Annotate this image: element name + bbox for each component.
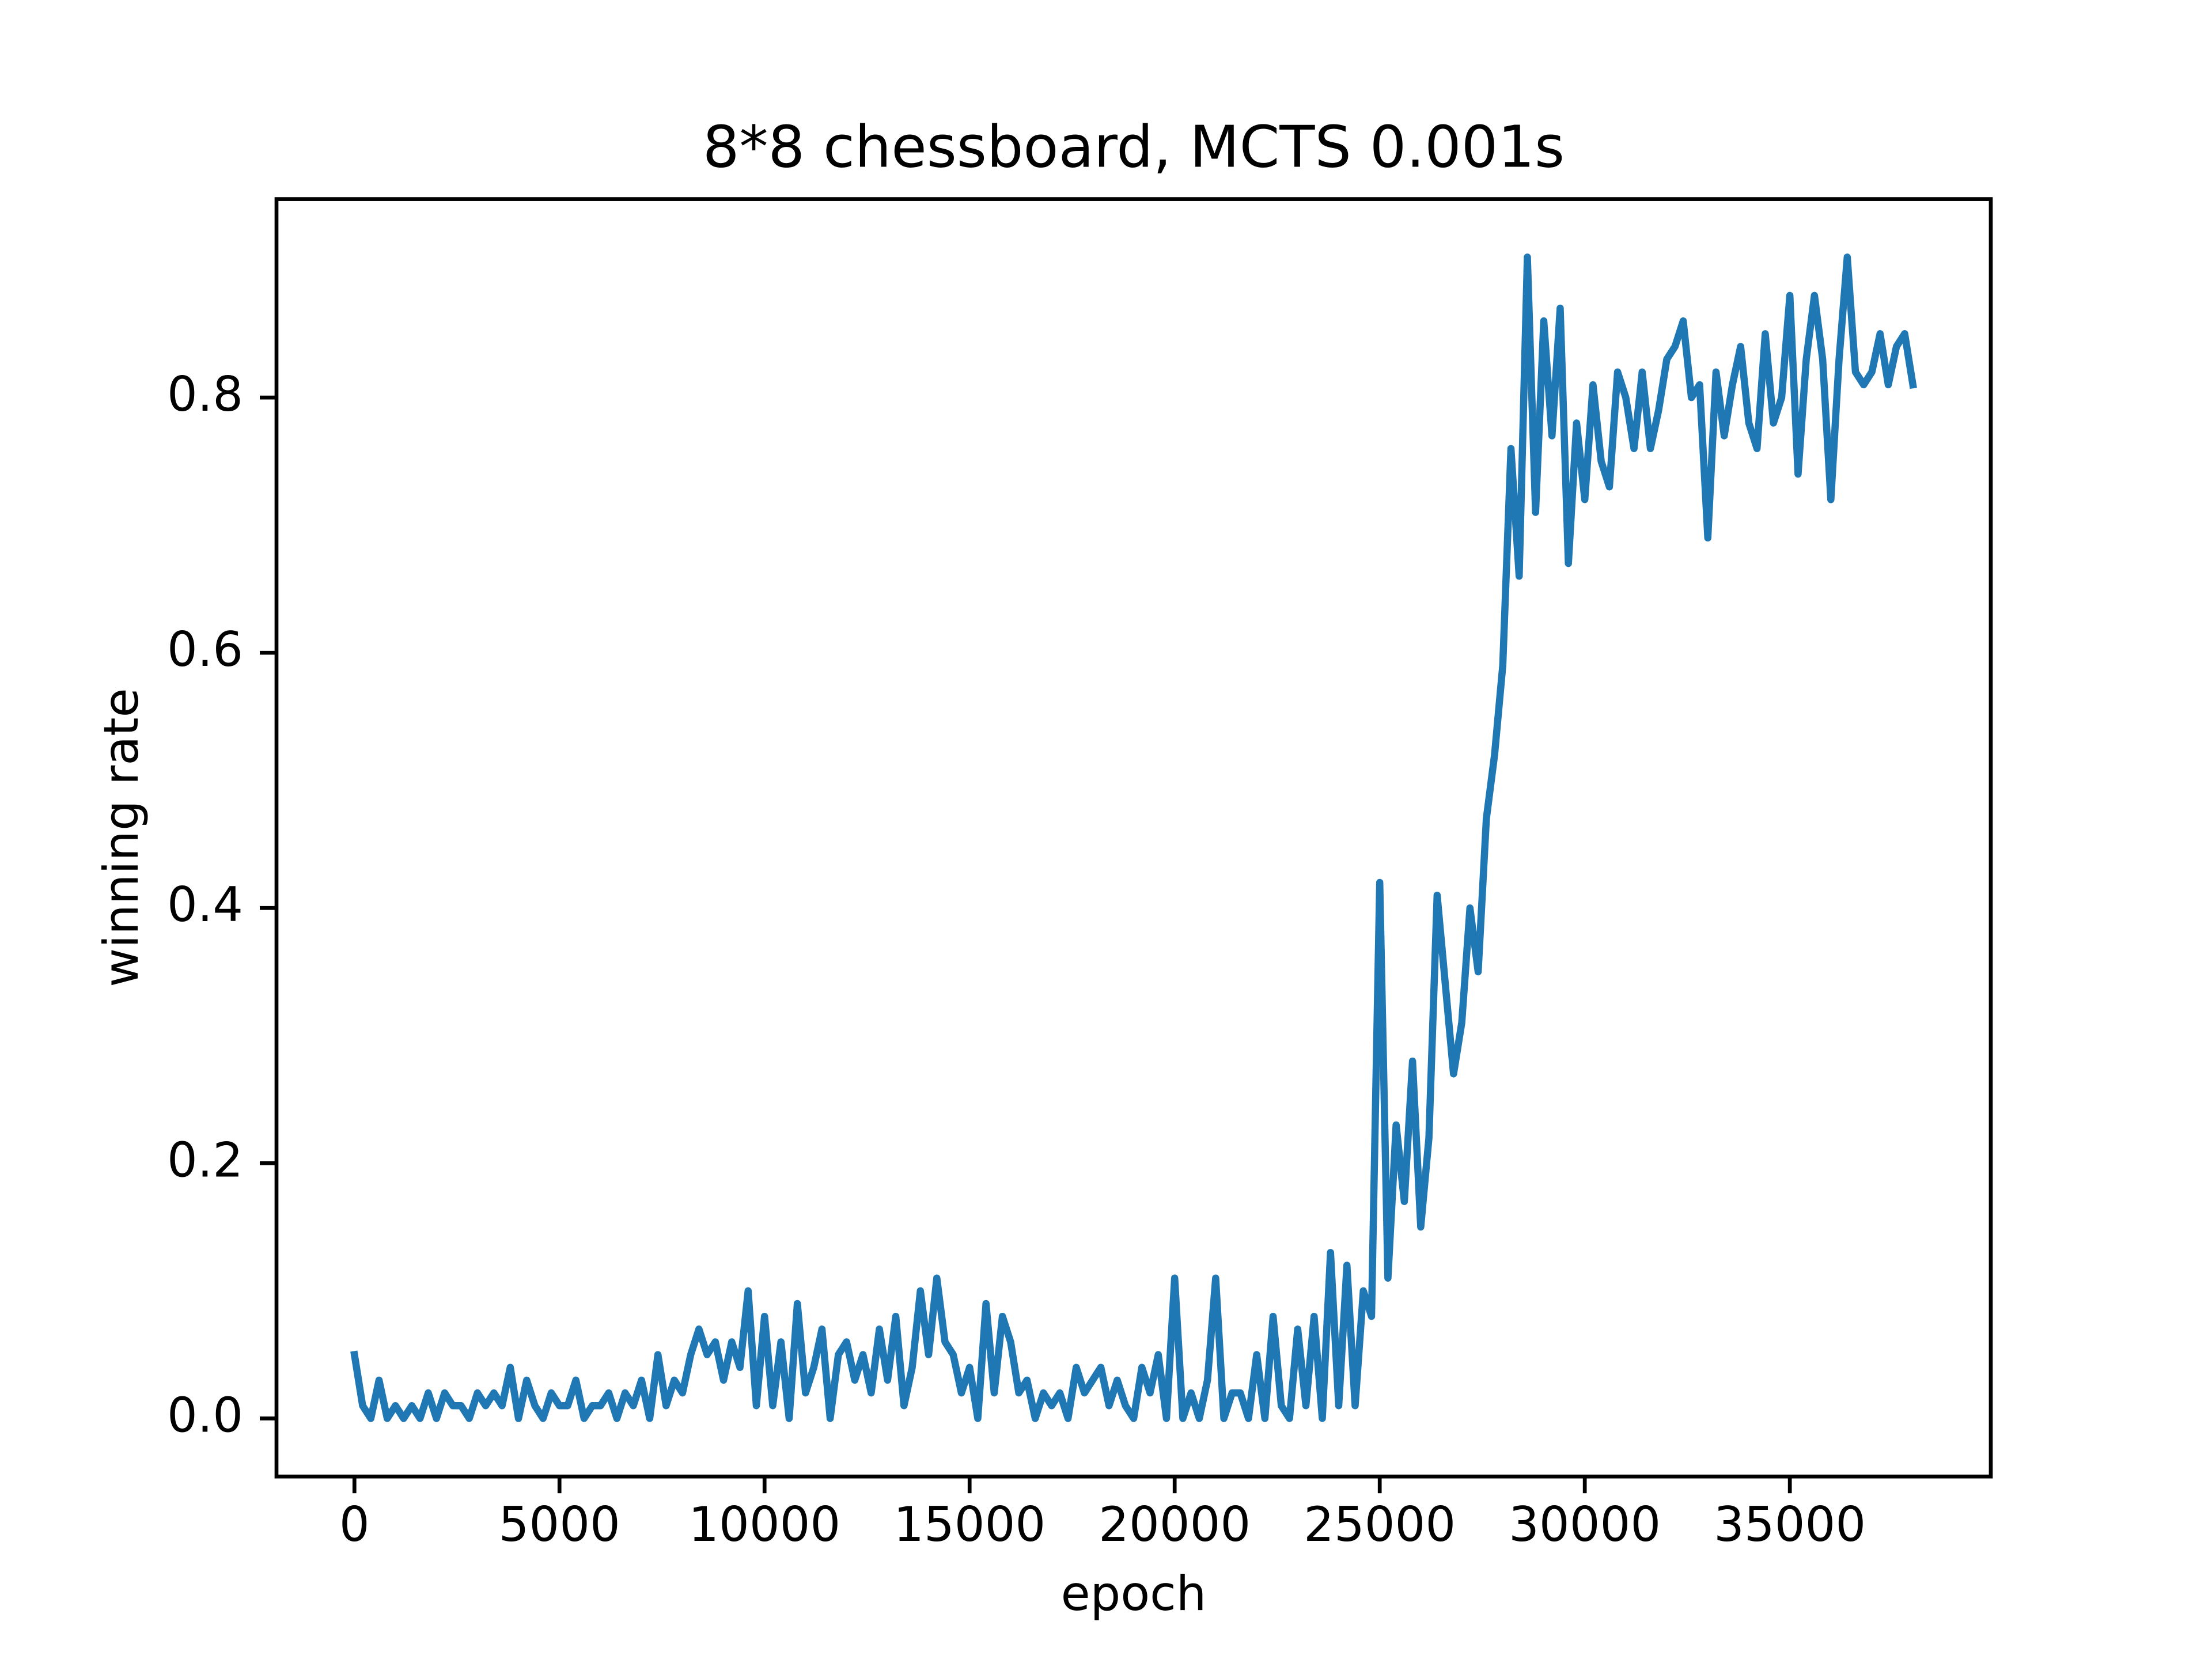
y-tick-label: 0.4: [167, 877, 243, 933]
y-axis-label: winning rate: [93, 688, 149, 987]
x-axis-label: epoch: [1061, 1566, 1207, 1622]
y-tick-label: 0.2: [167, 1132, 243, 1188]
x-tick-label: 35000: [1714, 1497, 1866, 1552]
chart-title: 8*8 chessboard, MCTS 0.001s: [703, 113, 1565, 180]
plot-area: [350, 253, 1917, 1422]
y-tick-label: 0.8: [167, 366, 243, 422]
x-tick-label: 15000: [893, 1497, 1046, 1552]
axes-frame: [274, 197, 1993, 1479]
x-tick-label: 5000: [499, 1497, 620, 1552]
x-tick-label: 20000: [1099, 1497, 1251, 1552]
y-tick-label: 0.0: [167, 1387, 243, 1443]
y-tick-label: 0.6: [167, 622, 243, 677]
x-tick-label: 0: [339, 1497, 370, 1552]
x-tick-label: 25000: [1304, 1497, 1456, 1552]
data-line: [350, 253, 1917, 1422]
x-tick-label: 30000: [1509, 1497, 1661, 1552]
x-tick-label: 10000: [688, 1497, 840, 1552]
